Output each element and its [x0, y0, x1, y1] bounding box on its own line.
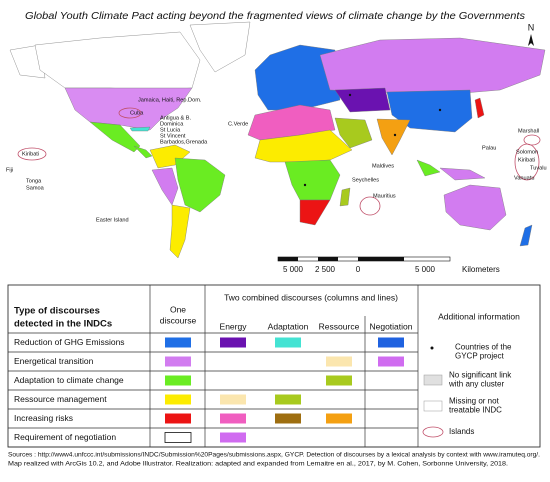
compass-label: N	[528, 22, 535, 32]
row-label: Increasing risks	[14, 413, 73, 423]
legend-header: Two combined discourses (columns and lin…	[224, 292, 398, 302]
map-label: Easter Island	[96, 217, 129, 223]
color-swatch	[378, 356, 404, 367]
row-label: Requirement of negotiation	[14, 432, 116, 442]
additional-label: with any cluster	[448, 380, 504, 389]
map-label: Mauritius	[373, 193, 396, 199]
row-label: Ressource management	[14, 394, 107, 404]
additional-label: GYCP project	[455, 352, 505, 361]
legend-header: Type of discourses	[14, 306, 100, 317]
island-marker	[422, 426, 444, 438]
color-swatch	[275, 413, 301, 424]
scale-label: 2 500	[315, 265, 336, 274]
color-swatch	[165, 394, 191, 405]
map-label: Barbados,Grenada	[160, 139, 208, 145]
row-label: Reduction of GHG Emissions	[14, 337, 125, 347]
map-label: C.Verde	[228, 121, 248, 127]
map-label: St Vincent	[160, 133, 186, 139]
color-swatch	[164, 432, 192, 443]
gycp-marker	[430, 346, 434, 350]
sources: Map realized with ArcGis 10.2, and Adobe…	[8, 461, 508, 468]
column-header: Ressource	[319, 321, 360, 331]
color-swatch	[326, 375, 352, 386]
map-label: Fiji	[6, 167, 13, 173]
color-swatch	[220, 337, 246, 348]
map-label: Seychelles	[352, 177, 379, 183]
column-header: Energy	[220, 321, 248, 331]
map-label: Tonga	[26, 178, 42, 184]
map-label: Samoa	[26, 185, 45, 191]
scale-label: 0	[356, 265, 361, 274]
legend-header: Additional information	[438, 311, 520, 321]
map-label: St Lucia	[160, 127, 181, 133]
color-swatch	[275, 337, 301, 348]
row-label: Adaptation to climate change	[14, 375, 124, 385]
map-label: Tuvalu	[530, 165, 547, 171]
map-label: Palau	[482, 145, 496, 151]
additional-label: Missing or not	[449, 397, 500, 406]
color-swatch	[326, 356, 352, 367]
map-label: Dominica	[160, 121, 184, 127]
color-swatch	[220, 413, 246, 424]
map-label: Maldives	[372, 163, 394, 169]
missing-swatch	[423, 400, 443, 412]
map-label: Vanuatu	[514, 175, 534, 181]
additional-label: Islands	[449, 427, 474, 436]
map-label: Solomon	[516, 149, 538, 155]
color-swatch	[165, 337, 191, 348]
scale-label: 5 000	[415, 265, 436, 274]
column-header: Adaptation	[268, 321, 309, 331]
legend-header: One	[170, 304, 186, 314]
additional-label: No significant link	[449, 371, 512, 380]
map-label: Kiribati	[518, 157, 535, 163]
row-label: Energetical transition	[14, 356, 94, 366]
world-map: Cuba Jamaica, Haiti, Rep.Dom. Antigua & …	[6, 21, 547, 259]
color-swatch	[165, 375, 191, 386]
map-label: Jamaica, Haiti, Rep.Dom.	[138, 97, 202, 103]
color-swatch	[220, 394, 246, 405]
color-swatch	[165, 356, 191, 367]
additional-label: treatable INDC	[449, 406, 502, 415]
map-label: Marshall	[518, 128, 539, 134]
additional-label: Countries of the	[455, 343, 512, 352]
legend-table: Type of discourses detected in the INDCs…	[7, 284, 541, 448]
color-swatch	[326, 413, 352, 424]
compass: N	[528, 22, 535, 46]
legend-header: discourse	[160, 315, 197, 325]
scale-label: 5 000	[283, 265, 304, 274]
scale-unit: Kilometers	[462, 265, 500, 274]
map-label: Cuba	[130, 110, 144, 116]
color-swatch	[275, 394, 301, 405]
map-label: Antigua & B.	[160, 115, 192, 121]
scale-bar: 5 000 2 500 0 5 000 Kilometers	[277, 256, 500, 274]
color-swatch	[378, 337, 404, 348]
color-swatch	[165, 413, 191, 424]
sources: Sources : http://www4.unfccc.int/submiss…	[8, 452, 540, 459]
column-header: Negotiation	[369, 321, 412, 331]
legend-header: detected in the INDCs	[14, 319, 112, 330]
color-swatch	[220, 432, 246, 443]
map-label: Kiribati	[22, 151, 39, 157]
map-title: Global Youth Climate Pact acting beyond …	[25, 10, 526, 22]
no-link-swatch	[423, 374, 443, 386]
